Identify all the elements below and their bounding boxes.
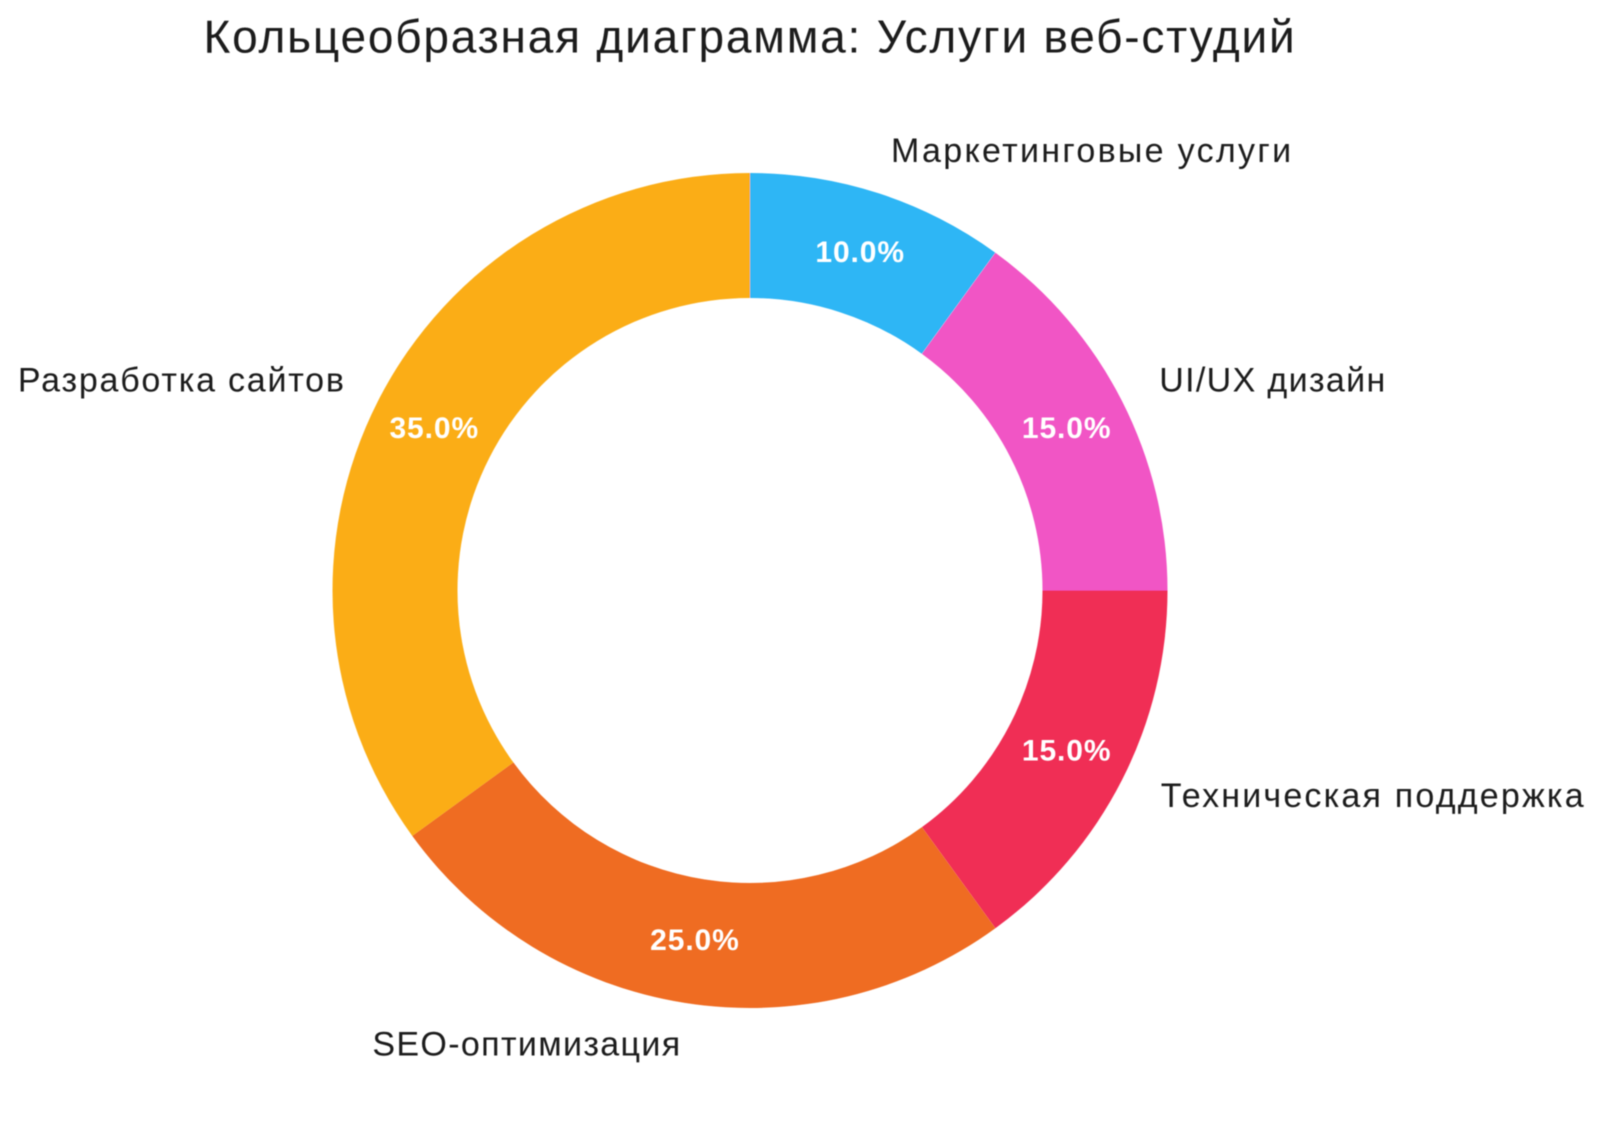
svg-text:SEO-оптимизация: SEO-оптимизация xyxy=(372,1026,681,1064)
svg-text:Техническая поддержка: Техническая поддержка xyxy=(1161,777,1586,815)
svg-text:35.0%: 35.0% xyxy=(389,412,479,445)
svg-text:Маркетинговые услуги: Маркетинговые услуги xyxy=(891,132,1293,170)
svg-text:UI/UX дизайн: UI/UX дизайн xyxy=(1159,362,1386,400)
svg-text:Разработка сайтов: Разработка сайтов xyxy=(18,362,346,400)
svg-text:15.0%: 15.0% xyxy=(1022,734,1112,767)
svg-text:Кольцеобразная диаграмма: Услу: Кольцеобразная диаграмма: Услуги веб-сту… xyxy=(204,11,1297,63)
svg-text:10.0%: 10.0% xyxy=(815,236,905,269)
svg-text:25.0%: 25.0% xyxy=(650,924,740,957)
svg-text:15.0%: 15.0% xyxy=(1022,412,1112,445)
